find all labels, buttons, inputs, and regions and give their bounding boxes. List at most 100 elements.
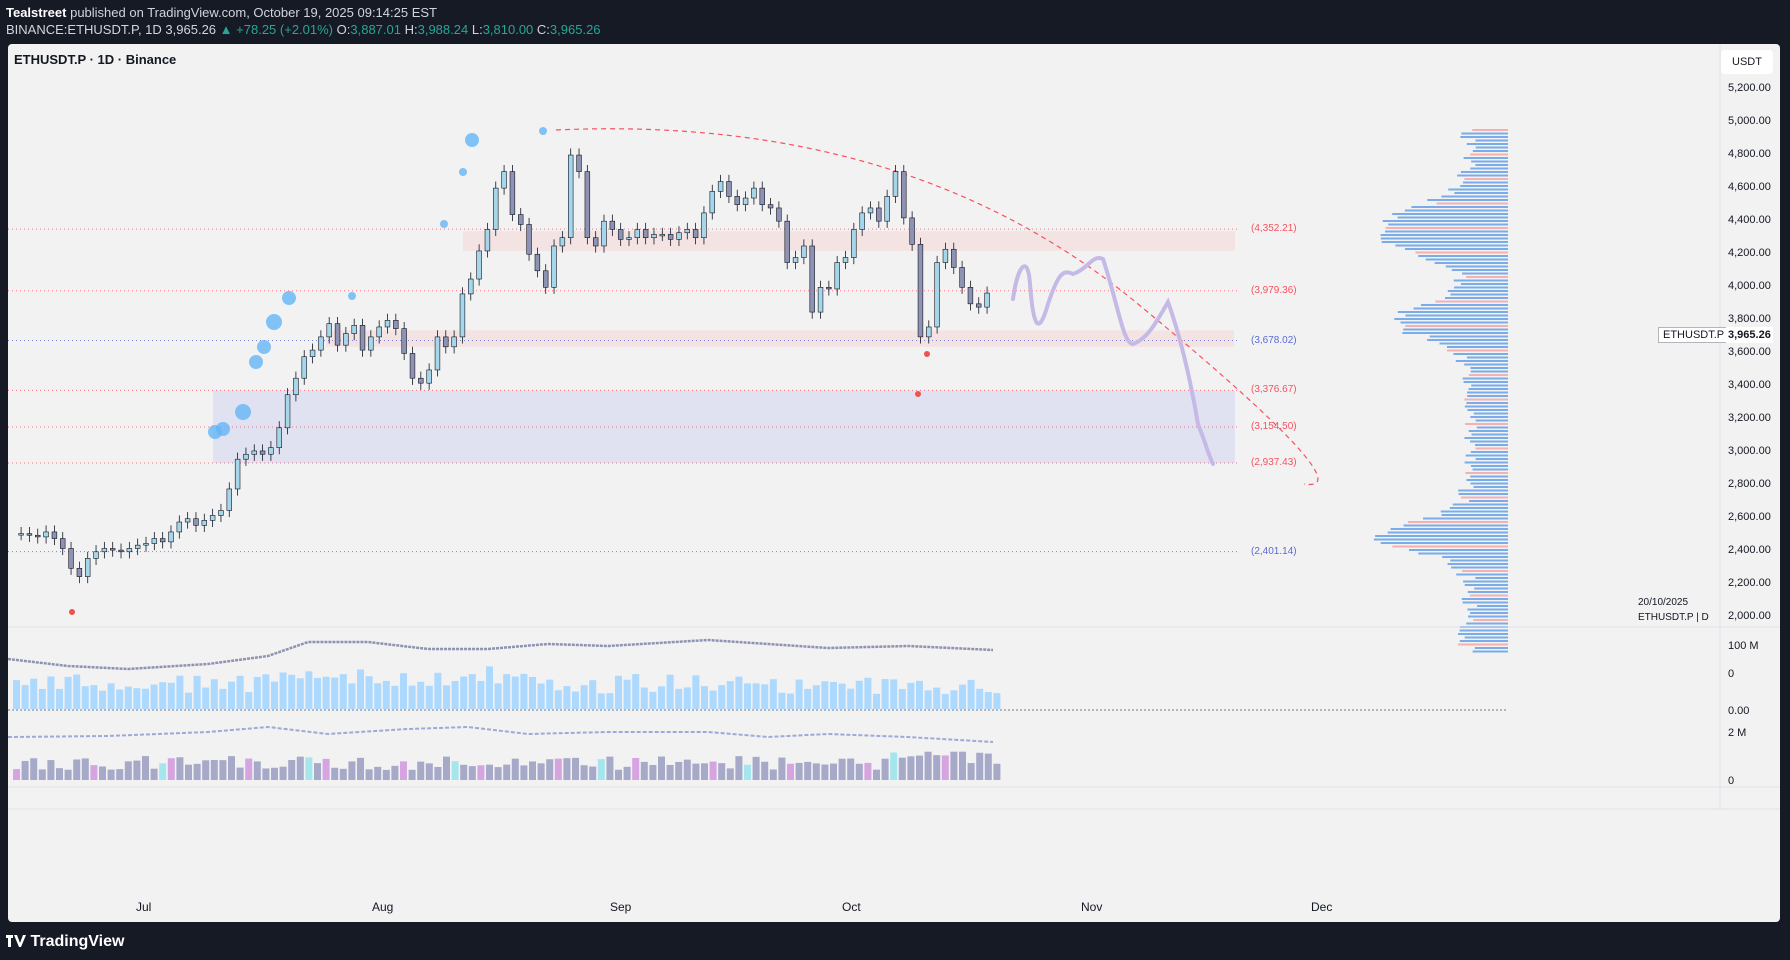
volume-profile-bar <box>1465 472 1508 474</box>
volume-profile-bar <box>1408 521 1508 523</box>
volume-profile-bar <box>1465 637 1508 639</box>
volume-bar <box>99 691 106 709</box>
volume-bar <box>546 680 553 709</box>
volume-profile-bar <box>1405 248 1508 250</box>
bull-candle <box>843 258 848 263</box>
oscillator-bar <box>606 757 613 780</box>
bull-candle <box>602 221 607 246</box>
volume-bar <box>813 685 820 709</box>
bull-candle <box>793 258 798 263</box>
oscillator-bar <box>787 764 794 780</box>
bear-candle <box>810 246 815 312</box>
volume-bar <box>116 690 123 709</box>
open-value: 3,887.01 <box>350 22 401 37</box>
volume-profile-bar <box>1458 490 1508 492</box>
publish-line: Tealstreet published on TradingView.com,… <box>6 5 437 20</box>
volume-profile-bar <box>1454 280 1508 282</box>
oscillator-bar <box>985 754 992 780</box>
volume-bar <box>985 692 992 709</box>
currency-button[interactable]: USDT <box>1721 50 1773 74</box>
oscillator-bar <box>56 768 63 780</box>
oscillator-bar <box>108 770 115 780</box>
bear-candle <box>160 539 165 542</box>
volume-profile-bar <box>1383 220 1508 222</box>
high-value: 3,988.24 <box>418 22 469 37</box>
oscillator-bar <box>675 762 682 780</box>
volume-bar <box>950 690 957 709</box>
author-name[interactable]: Tealstreet <box>6 5 66 20</box>
bull-candle <box>19 534 24 536</box>
tradingview-logo[interactable]: TradingView <box>6 933 124 951</box>
volume-profile-bar <box>1464 178 1508 180</box>
oscillator-bar <box>151 769 158 780</box>
price-axis-label: 2,800.00 <box>1728 478 1771 490</box>
oscillator-bar <box>959 752 966 780</box>
signal-bubble <box>266 314 282 330</box>
oscillator-bar <box>649 765 656 780</box>
volume-profile-bar <box>1446 266 1508 268</box>
volume-profile-bar <box>1466 623 1508 625</box>
bull-candle <box>460 294 465 337</box>
oscillator-bar <box>331 768 338 780</box>
volume-bar <box>899 689 906 709</box>
volume-bar <box>701 686 708 709</box>
volume-profile-bar <box>1467 392 1508 394</box>
oscillator-bar <box>864 763 871 780</box>
bull-candle <box>635 229 640 237</box>
volume-profile-bar <box>1464 157 1508 159</box>
bull-candle <box>152 539 157 544</box>
oscillator-bar <box>30 758 37 780</box>
bull-candle <box>285 395 290 428</box>
oscillator-bar <box>486 765 493 780</box>
signal-bubble <box>539 127 547 135</box>
oscillator-bar <box>211 760 218 780</box>
bull-candle <box>277 428 282 448</box>
oscillator-bar <box>735 756 742 780</box>
volume-bar <box>529 677 536 709</box>
volume-axis-max: 100 M <box>1728 640 1759 652</box>
volume-profile-bar <box>1447 350 1508 352</box>
volume-bar <box>314 678 321 709</box>
volume-bar <box>22 685 29 709</box>
volume-bar <box>159 682 166 709</box>
price-change: +78.25 (+2.01%) <box>236 22 333 37</box>
volume-profile-symbol: ETHUSDT.P | D <box>1638 612 1709 623</box>
bull-candle <box>677 233 682 240</box>
chart-pane[interactable]: ETHUSDT.P · 1D · Binance USDT 5,200.00 5,… <box>8 44 1780 922</box>
bear-candle <box>735 196 740 204</box>
volume-bar <box>47 676 54 709</box>
bear-candle <box>77 568 82 576</box>
close-label: C: <box>537 22 550 37</box>
volume-bar <box>383 681 390 709</box>
oscillator-bar <box>632 758 639 780</box>
volume-profile-bar <box>1476 420 1508 422</box>
bear-candle <box>577 155 582 172</box>
bull-candle <box>485 229 490 250</box>
volume-bar <box>73 675 80 709</box>
chart-canvas[interactable] <box>8 44 1780 922</box>
sell-signal-dot <box>69 609 75 615</box>
oscillator-bar <box>271 768 278 780</box>
bull-candle <box>302 357 307 378</box>
volume-profile-bar <box>1461 497 1508 499</box>
volume-bar <box>271 682 278 709</box>
volume-profile-bar <box>1473 469 1508 471</box>
time-axis-label: Aug <box>372 900 393 914</box>
bull-candle <box>127 548 132 551</box>
volume-profile-bar <box>1469 430 1508 432</box>
oscillator-bar <box>237 768 244 780</box>
volume-profile-bar <box>1473 150 1508 152</box>
volume-bar <box>237 676 244 709</box>
oscillator-bar <box>890 753 897 780</box>
volume-profile-bar <box>1467 143 1508 145</box>
volume-profile-bar <box>1451 567 1508 569</box>
current-price-tag: 3,965.26 <box>1726 327 1773 343</box>
bear-candle <box>693 229 698 237</box>
volume-bar <box>323 677 330 709</box>
price-level-label: (3,154.50) <box>1251 421 1297 432</box>
bear-candle <box>760 188 765 205</box>
volume-bar <box>443 685 450 709</box>
bull-candle <box>552 246 557 287</box>
volume-bar <box>796 680 803 709</box>
volume-bar <box>581 685 588 709</box>
